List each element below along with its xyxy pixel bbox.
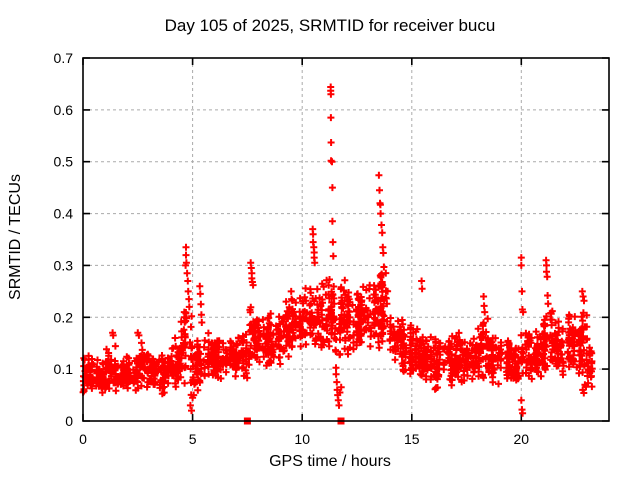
tick-labels: 0 0.1 0.2 0.3 0.4 0.5 0.6 0.7 0 5 10 15 20 [54, 50, 530, 447]
y-tick-label: 0.6 [54, 102, 74, 118]
chart-title: Day 105 of 2025, SRMTID for receiver buc… [165, 16, 496, 35]
grid-path [83, 58, 609, 421]
scatter-points-path [79, 83, 596, 417]
y-tick-label: 0.1 [54, 361, 74, 377]
y-axis-label: SRMTID / TECUs [7, 174, 24, 300]
data-points [79, 83, 596, 425]
y-tick-label: 0.5 [54, 154, 74, 170]
plot-border [82, 57, 610, 422]
y-tick-label: 0.3 [54, 257, 74, 273]
y-tick-label: 0 [65, 413, 73, 429]
y-tick-label: 0.4 [54, 206, 74, 222]
x-tick-label: 0 [79, 431, 87, 447]
y-tick-label: 0.7 [54, 50, 74, 66]
x-axis-label: GPS time / hours [269, 453, 391, 470]
x-tick-label: 10 [294, 431, 310, 447]
y-tick-label: 0.2 [54, 309, 74, 325]
x-tick-label: 15 [404, 431, 420, 447]
gridlines [83, 58, 609, 421]
x-tick-label: 5 [189, 431, 197, 447]
x-tick-label: 20 [514, 431, 530, 447]
